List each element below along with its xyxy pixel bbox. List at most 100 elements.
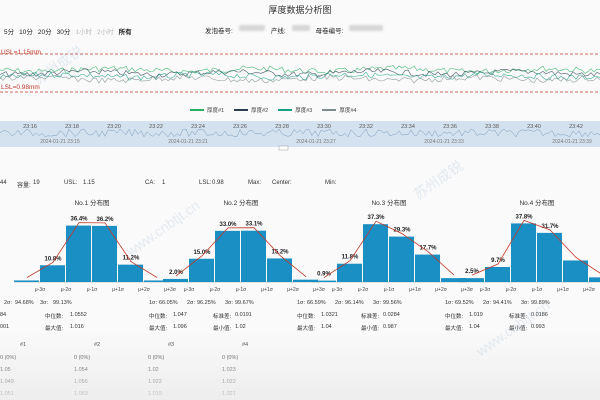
legend-item[interactable]: 厚度#4 [322, 106, 357, 114]
legend-item[interactable]: 厚度#2 [234, 106, 268, 114]
histogram-value-label: 11.8% [342, 255, 359, 261]
histogram-category-label: μ-2σ [210, 287, 221, 293]
histogram-category-label: μ+1σ [261, 287, 274, 293]
stat-median-value: 1.047 [173, 312, 187, 318]
normal-curve [175, 227, 307, 278]
lsl-stat-value: 0.98 [212, 180, 224, 186]
histogram-bar [215, 230, 240, 282]
range-tab[interactable]: 10分 [19, 29, 33, 36]
histogram-value-label: 15.2% [271, 249, 289, 255]
histogram-category-label: μ+3σ [461, 287, 474, 293]
histogram-value-label: 31.7% [541, 224, 559, 230]
stat-3sigma-value: 99.89% [531, 300, 550, 306]
histogram-value-label: 37.3% [367, 215, 385, 221]
stat-1sigma-value: 66.59% [307, 300, 326, 306]
roll-label: 母卷编号: [315, 28, 344, 35]
histogram-category-label: μ+3σ [313, 287, 326, 293]
stat-max-label: 最大值: [45, 326, 64, 332]
histogram-category-label: μ-1σ [236, 287, 247, 293]
histogram-category-label: μ+2σ [583, 287, 596, 293]
zoom-slider[interactable]: 23:16 23:18 23:20 23:22 23:24 23:26 23:28 23:30… [0, 119, 600, 151]
histogram-bar [563, 260, 588, 282]
stat-1sigma-value: 69.52% [455, 300, 474, 306]
stat-std-value: 0.0284 [383, 312, 400, 318]
stat-1sigma-label: 1σ: [297, 300, 305, 306]
histogram-category-label: μ-3σ [480, 287, 491, 293]
batch-label: 发泡卷号: [205, 28, 233, 35]
slider-tick-label: 23:36 [443, 124, 457, 130]
stat-median-value: 1.0552 [70, 312, 87, 318]
histogram-bar [14, 280, 39, 282]
stat-min-value: 0.993 [531, 324, 545, 330]
stat-median-value: 1.0321 [321, 312, 338, 318]
stat-2sigma-label: 2σ: [187, 300, 195, 306]
slider-tick-label: 23:26 [233, 124, 247, 130]
histogram-category-label: μ+2σ [435, 287, 448, 293]
range-tab[interactable]: 5分 [4, 29, 15, 36]
stat-1sigma-value: 66.05% [159, 300, 178, 306]
normal-curve [471, 219, 600, 276]
legend-item[interactable]: 厚度#3 [278, 106, 312, 114]
histogram-title: No.3 分布图 [371, 198, 406, 207]
stat-min-label: 最小值: [361, 326, 380, 332]
legend-label: 厚度#2 [251, 108, 269, 114]
histogram-value-label: 29.3% [393, 228, 411, 234]
legend-swatch [234, 109, 249, 111]
slider-tick-label: 23:24 [191, 124, 205, 130]
slider-handle[interactable] [278, 145, 289, 151]
range-tab[interactable]: 所有 [118, 29, 132, 36]
bottom-fade-overlay [0, 330, 600, 400]
batch-value-blurred [238, 25, 265, 31]
line-label: 产线: [270, 28, 286, 35]
legend-item[interactable]: 厚度#1 [190, 106, 224, 114]
histogram-bar [144, 280, 169, 282]
slider-tick-label: 23:30 [317, 124, 331, 130]
histogram-bar [589, 277, 600, 282]
slider-preview-line [0, 128, 600, 138]
histogram-category-label: μ+1σ [112, 287, 125, 293]
histogram-category-label: μ+3σ [164, 287, 177, 293]
stat-std-value: 0.0186 [531, 312, 548, 318]
stat-left-value: 84 [0, 312, 7, 318]
histogram-bar [293, 279, 318, 282]
slider-date-label: 2024-01-21 23:39 [552, 139, 592, 145]
histogram-value-label: 10.8% [44, 256, 62, 262]
histogram-category-label: μ+1σ [557, 287, 570, 293]
range-tab[interactable]: 2小时 [96, 29, 114, 36]
histogram-category-label: μ-3σ [332, 287, 343, 293]
histogram-bar [537, 232, 562, 282]
histogram-bar [337, 263, 362, 282]
legend-swatch [278, 109, 293, 111]
lsl-stat-label: LSL: [199, 180, 212, 186]
slider-date-label: 2024-01-21 23:21 [168, 139, 208, 145]
capacity-value: 19 [33, 180, 40, 186]
range-tab[interactable]: 1小时 [75, 29, 92, 36]
stat-2sigma-label: 2σ: [335, 300, 343, 306]
histogram-category-label: μ+2σ [138, 287, 151, 293]
trend-series-line [0, 68, 600, 78]
range-tab[interactable]: 30分 [56, 29, 71, 36]
count-prefix: 44 [0, 180, 7, 186]
stat-2sigma-label: 2σ: [4, 300, 12, 306]
histogram-category-label: μ-1σ [384, 287, 395, 293]
stat-max-value: 1.016 [70, 324, 84, 330]
trend-chart[interactable] [0, 36, 600, 122]
legend-label: 厚度#3 [295, 108, 313, 114]
stat-min-value: 1.02 [235, 324, 246, 330]
stat-max-label: 最大值: [297, 326, 316, 332]
stat-min-label: 最小值: [509, 326, 528, 332]
slider-date-label: 2024-01-21 23:15 [40, 139, 80, 145]
min-label: Min: [325, 180, 337, 186]
slider-tick-label: 23:40 [527, 124, 541, 130]
range-tab[interactable]: 20分 [37, 29, 52, 36]
slider-track[interactable] [0, 121, 600, 147]
histogram-title: No.2 分布图 [223, 198, 258, 207]
stat-max-value: 1.04 [469, 324, 480, 330]
stat-2sigma-value: 96.14% [345, 300, 364, 306]
stat-3sigma-label: 3σ: [373, 300, 381, 306]
stat-max-label: 最大值: [445, 326, 464, 332]
histogram-1: No.1 分布图 μ-3σ 10.8% μ-2σ 36.4% μ-1σ 36.2% μ+1σ 1… [14, 198, 177, 293]
stat-1sigma-label: 1σ: [149, 300, 157, 306]
legend-swatch [190, 109, 204, 111]
histogram-value-label: 9.7% [491, 258, 505, 264]
